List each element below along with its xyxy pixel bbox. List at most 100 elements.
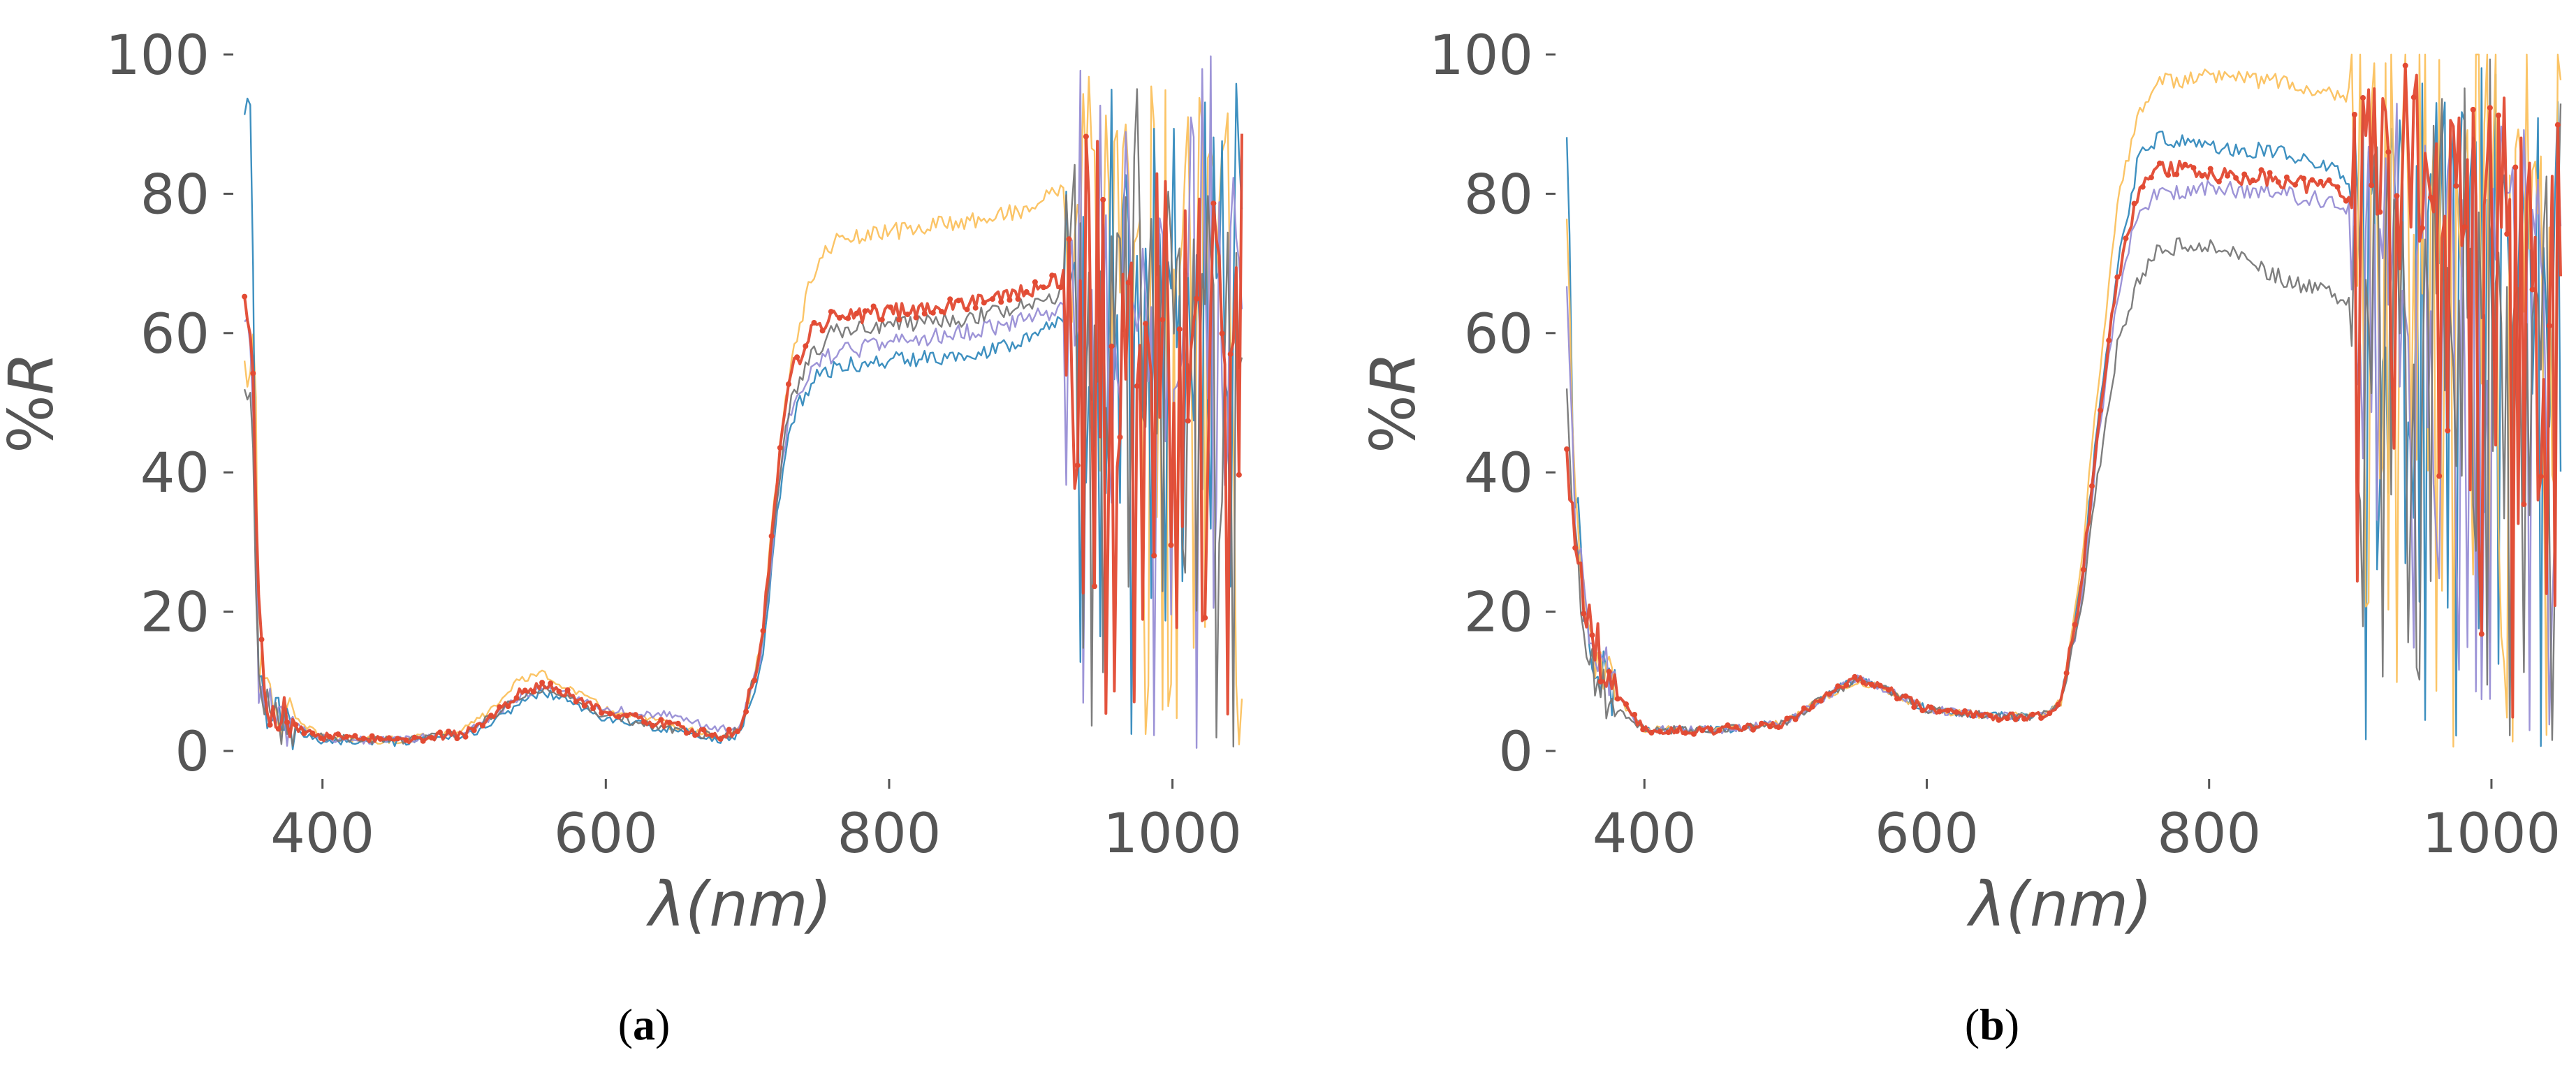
data-point [2233,175,2239,181]
data-point [2436,473,2443,479]
data-point [888,304,893,310]
data-point [497,704,503,710]
data-point [539,680,546,686]
data-point [284,720,290,725]
data-point [1852,673,1858,680]
data-point [2089,483,2095,489]
data-point [2207,166,2213,172]
data-point [777,444,783,451]
data-point [437,729,443,736]
panel-caption-b: (b) [1964,1000,2020,1049]
x-axis-title: λ(nm) [1966,868,2152,940]
x-tick-label: 600 [1875,803,1979,866]
data-point [956,298,962,304]
data-point [1945,708,1951,714]
data-point [2139,184,2146,190]
data-point [428,735,434,740]
data-point [1023,289,1030,295]
y-axis-title: %R [1357,352,1429,453]
data-point [2351,112,2357,117]
data-point [1801,705,1807,711]
data-point [1589,632,1595,638]
data-point [1759,720,1764,727]
data-point [752,677,758,683]
x-tick-label: 600 [554,803,658,866]
data-point [2461,224,2468,230]
data-point [2072,622,2078,628]
data-point [530,689,536,695]
y-tick-label: 60 [140,303,210,366]
data-point [972,305,979,311]
data-point [1741,724,1748,731]
data-point [896,316,902,323]
data-point [939,309,944,314]
data-point [462,733,469,740]
data-point [1074,462,1081,469]
data-point [666,720,673,726]
y-axis-title: %R [0,352,67,453]
data-point [921,311,928,316]
data-point [1117,434,1123,440]
data-point [344,733,350,740]
data-point [275,726,281,732]
data-point [1227,351,1234,357]
data-point [1674,728,1680,734]
data-point [726,727,732,733]
data-point [607,710,613,717]
data-point [2275,179,2281,185]
data-point [2301,175,2307,182]
data-point [1894,696,1900,702]
data-point [420,738,426,744]
data-point [2283,174,2290,180]
data-point [1809,703,1815,710]
data-point [2419,225,2425,231]
data-point [564,687,571,693]
data-point [1194,295,1200,302]
data-point [1032,279,1038,285]
data-point [768,533,775,539]
data-point [1092,583,1097,590]
data-point [794,354,800,360]
data-point [522,687,528,694]
data-point [701,727,707,733]
data-point [403,737,409,743]
data-point [998,299,1004,305]
data-point [1827,691,1832,697]
data-point [1903,693,1909,699]
data-point [1007,297,1013,303]
data-point [2267,170,2273,176]
data-point [2343,198,2349,204]
data-point [1083,133,1089,140]
data-point [1817,698,1824,704]
data-point [2292,182,2298,188]
data-point [2529,286,2535,293]
data-point [1202,615,1208,621]
data-point [2131,200,2137,207]
data-point [632,712,638,718]
data-point [2012,716,2019,722]
data-point [2318,178,2324,184]
data-point [1835,683,1841,689]
data-point [2021,716,2027,722]
data-point [1581,611,1587,617]
y-tick-label: 0 [1498,721,1533,784]
y-tick-label: 40 [140,442,210,505]
data-point [2309,177,2315,183]
data-point [2369,182,2375,189]
data-point [386,735,392,741]
data-point [803,343,809,349]
data-point [743,708,749,715]
data-point [2478,631,2484,637]
data-point [590,706,597,711]
data-point [556,688,562,694]
data-point [1962,708,1968,714]
data-point [2334,184,2341,190]
data-point [2326,177,2332,183]
data-point [1750,727,1756,733]
data-point [548,680,554,687]
data-point [1657,729,1663,735]
data-point [411,734,418,740]
data-point [2199,173,2205,179]
data-point [786,381,791,387]
chart-panel-b: 0 20 40 60 80 100 400 600 800 1000 %R λ(nm) [1357,24,2562,940]
